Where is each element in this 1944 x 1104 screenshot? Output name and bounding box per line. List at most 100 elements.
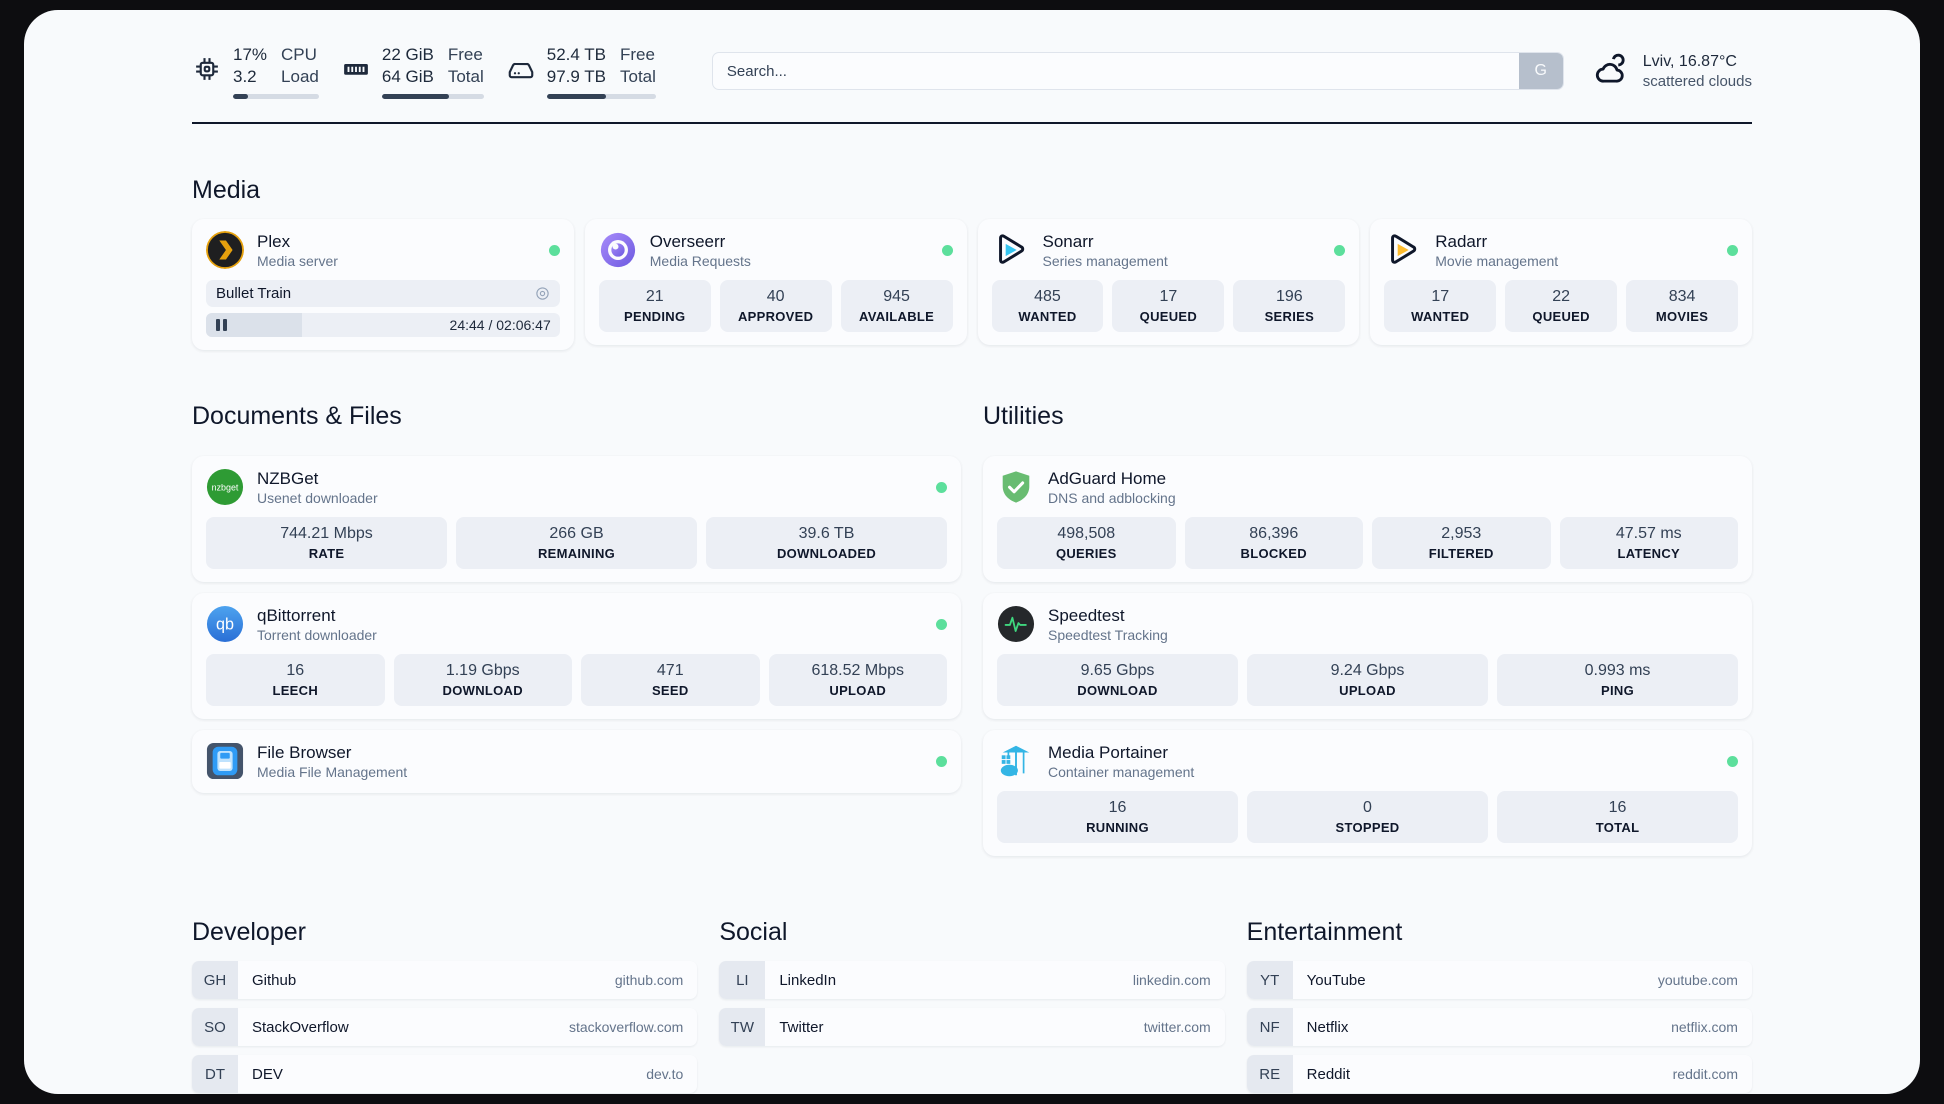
service-card-overseerr[interactable]: Overseerr Media Requests 21 PENDING 40 A… (584, 219, 967, 345)
stat-label: PENDING (624, 309, 686, 324)
stat-label: UPLOAD (1339, 683, 1396, 698)
stat-value: 16 (1608, 799, 1627, 816)
bookmark-name: Reddit (1306, 1065, 1351, 1083)
stat-label: SERIES (1264, 309, 1315, 324)
stat-value: 2,953 (1441, 525, 1482, 542)
stat-tile: 17 WANTED (1384, 280, 1497, 332)
memory-value2: 64 GiB (381, 66, 434, 86)
now-playing-row[interactable]: Bullet Train (206, 280, 560, 307)
bookmark-item[interactable]: NF Netflix netflix.com (1246, 1008, 1752, 1046)
bookmark-url: stackoverflow.com (568, 1019, 684, 1035)
stat-value: 22 (1552, 288, 1571, 305)
playback-progress-bar[interactable]: 24:44 / 02:06:47 (206, 313, 560, 337)
stat-value: 618.52 Mbps (811, 662, 904, 679)
service-subtitle: DNS and adblocking (1048, 489, 1176, 506)
stat-value: 196 (1275, 288, 1303, 305)
bookmark-url: linkedin.com (1132, 972, 1211, 988)
disk-label2: Total (620, 66, 656, 86)
bookmark-badge: DT (192, 1055, 238, 1093)
memory-usage-bar (381, 93, 484, 99)
stat-value: 485 (1034, 288, 1061, 305)
bookmark-badge: YT (1246, 961, 1293, 999)
bookmark-item[interactable]: SO StackOverflow stackoverflow.com (192, 1008, 698, 1046)
bookmark-url: reddit.com (1672, 1066, 1738, 1082)
service-card-adguard-home[interactable]: AdGuard Home DNS and adblocking 498,508 … (983, 456, 1752, 582)
bookmark-item[interactable]: LI LinkedIn linkedin.com (719, 961, 1225, 999)
service-card-speedtest[interactable]: Speedtest Speedtest Tracking 9.65 Gbps D… (983, 593, 1752, 719)
stat-value: 1.19 Gbps (445, 662, 520, 679)
pause-icon[interactable] (216, 319, 227, 331)
stat-value: 17 (1431, 288, 1450, 305)
stat-value: 39.6 TB (798, 525, 855, 542)
stat-tile: 618.52 Mbps UPLOAD (768, 654, 947, 706)
bookmark-item[interactable]: YT YouTube youtube.com (1246, 961, 1752, 999)
bookmark-group-title: Social (719, 918, 788, 946)
bookmark-badge: TW (719, 1008, 766, 1046)
weather-location: Lviv, 16.87°C (1642, 52, 1737, 70)
service-card-sonarr[interactable]: Sonarr Series management 485 WANTED 17 Q… (977, 219, 1360, 345)
bookmark-item[interactable]: GH Github github.com (192, 961, 698, 999)
status-indicator (936, 618, 947, 630)
service-card-media-portainer[interactable]: Media Portainer Container management 16 … (983, 730, 1752, 856)
memory-label: Free (447, 44, 483, 64)
bookmark-group-title: Developer (192, 918, 306, 946)
svg-text:qb: qb (216, 616, 234, 634)
cpu-value2: 3.2 (233, 66, 257, 86)
bookmark-url: youtube.com (1657, 972, 1738, 988)
bookmark-name: Github (252, 971, 297, 989)
bookmark-url: dev.to (646, 1066, 684, 1082)
disk-label: Free (620, 44, 655, 64)
bookmark-badge: NF (1246, 1008, 1293, 1046)
bookmark-item[interactable]: TW Twitter twitter.com (719, 1008, 1225, 1046)
stat-tile: 744.21 Mbps RATE (206, 517, 447, 569)
stat-value: 9.24 Gbps (1330, 662, 1405, 679)
stat-value: 47.57 ms (1615, 525, 1682, 542)
cloud-icon (1592, 52, 1630, 90)
gear-icon[interactable] (535, 286, 550, 301)
stat-label: SEED (651, 683, 689, 698)
cpu-stat: 17% 3.2 CPU Load (192, 44, 319, 99)
search-submit-button[interactable]: G (1518, 53, 1563, 89)
service-name: File Browser (257, 742, 352, 762)
stat-tile: 16 TOTAL (1497, 791, 1738, 843)
bookmark-badge: LI (719, 961, 766, 999)
weather-widget[interactable]: Lviv, 16.87°C scattered clouds (1592, 52, 1752, 90)
speedtest-icon (997, 605, 1035, 643)
service-card-qbittorrent[interactable]: qb qBittorrent Torrent downloader 16 LEE… (192, 593, 961, 719)
bookmark-name: StackOverflow (252, 1018, 349, 1036)
service-subtitle: Usenet downloader (257, 489, 378, 506)
service-name: Plex (257, 231, 291, 251)
stat-tile: 9.65 Gbps DOWNLOAD (997, 654, 1238, 706)
service-name: Media Portainer (1048, 742, 1169, 762)
service-card-radarr[interactable]: Radarr Movie management 17 WANTED 22 QUE… (1370, 219, 1752, 345)
memory-stat: 22 GiB 64 GiB Free Total (341, 44, 484, 99)
cpu-label2: Load (281, 66, 319, 86)
stat-value: 17 (1159, 288, 1178, 305)
qbittorrent-icon: qb (206, 605, 244, 643)
search-bar[interactable]: G (711, 52, 1564, 90)
service-name: Overseerr (649, 231, 726, 251)
bookmark-url: netflix.com (1671, 1019, 1738, 1035)
stat-tile: 47.57 ms LATENCY (1559, 517, 1738, 569)
service-card-nzbget[interactable]: nzbget NZBGet Usenet downloader 744.21 M… (192, 456, 961, 582)
radarr-icon (1384, 231, 1422, 269)
utilities-column: Utilities AdGuard Home DNS and adblockin… (983, 350, 1752, 856)
service-card-plex[interactable]: Plex Media server Bullet Train 24:44 / 0… (192, 219, 574, 350)
service-name: NZBGet (257, 468, 319, 488)
stat-value: 9.65 Gbps (1080, 662, 1155, 679)
bookmark-item[interactable]: RE Reddit reddit.com (1246, 1055, 1752, 1093)
bookmark-item[interactable]: DT DEV dev.to (192, 1055, 698, 1093)
disk-usage-bar (546, 93, 656, 99)
adguard-icon (997, 468, 1035, 506)
stat-tile: 485 WANTED (991, 280, 1104, 332)
bookmark-name: DEV (252, 1065, 283, 1083)
bookmark-url: twitter.com (1143, 1019, 1211, 1035)
stat-tile: 266 GB REMAINING (456, 517, 697, 569)
stat-tile: 16 LEECH (206, 654, 385, 706)
service-name: AdGuard Home (1048, 468, 1167, 488)
top-bar: 17% 3.2 CPU Load (192, 10, 1752, 118)
search-input[interactable] (712, 62, 1519, 80)
service-card-file-browser[interactable]: File Browser Media File Management (192, 730, 961, 793)
stat-label: DOWNLOAD (442, 683, 523, 698)
stat-tile: 86,396 BLOCKED (1184, 517, 1363, 569)
